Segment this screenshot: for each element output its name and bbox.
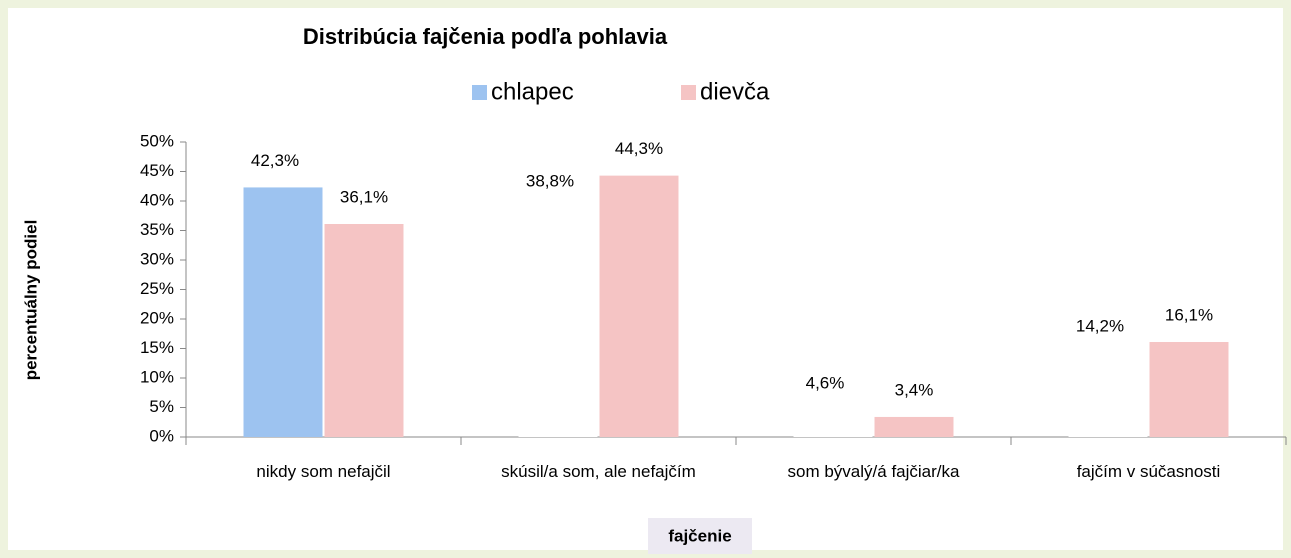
value-label: 44,3% [615, 139, 663, 158]
x-tick-label: skúsil/a som, ale nefajčím [501, 462, 696, 481]
y-tick-label: 50% [140, 131, 174, 150]
bar [324, 224, 404, 437]
y-tick-label: 35% [140, 220, 174, 239]
legend-swatch [681, 85, 696, 100]
legend-label: dievča [700, 78, 770, 105]
y-tick-label: 25% [140, 279, 174, 298]
bar [1149, 342, 1229, 437]
value-label: 16,1% [1165, 305, 1213, 324]
bar [243, 187, 323, 437]
y-axis-title: percentuálny podiel [21, 220, 40, 381]
bar [518, 208, 598, 437]
y-tick-label: 0% [149, 426, 174, 445]
y-tick-label: 5% [149, 397, 174, 416]
value-label: 3,4% [895, 380, 934, 399]
x-axis-title: fajčenie [668, 526, 731, 545]
y-tick-label: 10% [140, 367, 174, 386]
y-tick-label: 20% [140, 308, 174, 327]
x-title-box [648, 518, 752, 554]
x-tick-label: nikdy som nefajčil [256, 462, 391, 481]
x-tick-label: som bývalý/á fajčiar/ka [787, 462, 960, 481]
bar [1068, 353, 1148, 437]
bar [599, 175, 679, 437]
chart-title: Distribúcia fajčenia podľa pohlavia [303, 24, 668, 49]
y-tick-label: 40% [140, 190, 174, 209]
y-tick-label: 45% [140, 161, 174, 180]
value-label: 14,2% [1076, 317, 1124, 336]
value-label: 38,8% [526, 172, 574, 191]
y-tick-label: 15% [140, 338, 174, 357]
legend-swatch [472, 85, 487, 100]
value-label: 4,6% [806, 373, 845, 392]
value-label: 36,1% [340, 187, 388, 206]
x-tick-label: fajčím v súčasnosti [1076, 462, 1221, 481]
bar [793, 409, 873, 437]
legend-label: chlapec [491, 78, 574, 105]
y-tick-label: 30% [140, 249, 174, 268]
value-label: 42,3% [251, 151, 299, 170]
bar [874, 416, 954, 437]
